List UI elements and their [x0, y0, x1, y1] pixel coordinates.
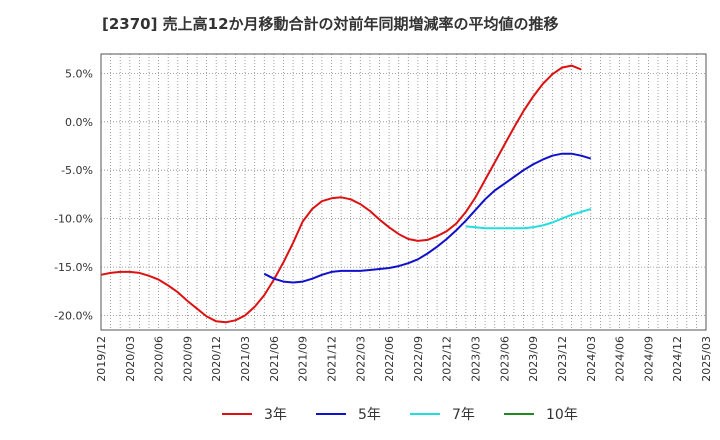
plot-border: [100, 53, 707, 331]
legend-label: 7年: [452, 407, 475, 423]
plot-background: [101, 54, 706, 330]
x-tick-label: 2022/12: [441, 336, 454, 382]
series-line: [100, 64, 582, 324]
x-tick-label: 2025/03: [700, 336, 713, 382]
x-tick-label: 2020/03: [124, 336, 137, 382]
legend-label: 10年: [546, 407, 578, 423]
legend: 3年 5年 7年 10年: [222, 407, 578, 423]
x-tick-label: 2020/12: [210, 336, 223, 382]
x-tick-label: 2022/03: [354, 336, 367, 382]
y-tick-label: -5.0%: [61, 164, 93, 177]
x-tick-label: 2023/03: [470, 336, 483, 382]
x-tick-label: 2020/09: [181, 336, 194, 382]
series-layer: [100, 64, 592, 324]
x-tick-label: 2022/06: [383, 336, 396, 382]
x-tick-label: 2024/06: [614, 336, 627, 382]
x-tick-label: 2020/06: [153, 336, 166, 382]
x-tick-label: 2021/09: [297, 336, 310, 382]
x-tick-label: 2022/09: [412, 336, 425, 382]
x-tick-label: 2023/12: [556, 336, 569, 382]
y-tick-label: -10.0%: [54, 213, 93, 226]
legend-label: 5年: [358, 407, 381, 423]
x-tick-label: 2024/09: [642, 336, 655, 382]
y-tick-label: 5.0%: [65, 67, 93, 80]
x-tick-label: 2024/03: [585, 336, 598, 382]
x-tick-label: 2021/06: [268, 336, 281, 382]
x-tick-label: 2023/09: [527, 336, 540, 382]
x-tick-label: 2019/12: [95, 336, 108, 382]
y-tick-label: -15.0%: [54, 261, 93, 274]
x-tick-label: 2023/06: [498, 336, 511, 382]
x-tick-label: 2021/03: [239, 336, 252, 382]
chart-title: [2370] 売上高12か月移動合計の対前年同期増減率の平均値の推移: [102, 15, 559, 33]
x-tick-label: 2021/12: [326, 336, 339, 382]
grid-layer: [101, 54, 706, 330]
legend-label: 3年: [264, 407, 287, 423]
x-axis-ticks: 2019/12 2020/03 2020/06 2020/09 2020/12 2021/…: [95, 336, 713, 382]
y-tick-label: 0.0%: [65, 116, 93, 129]
y-axis-ticks: 5.0% 0.0% -5.0% -10.0% -15.0% -20.0%: [54, 67, 93, 322]
series-line: [263, 152, 592, 284]
x-tick-label: 2024/12: [671, 336, 684, 382]
y-tick-label: -20.0%: [54, 310, 93, 323]
series-line: [465, 207, 592, 230]
